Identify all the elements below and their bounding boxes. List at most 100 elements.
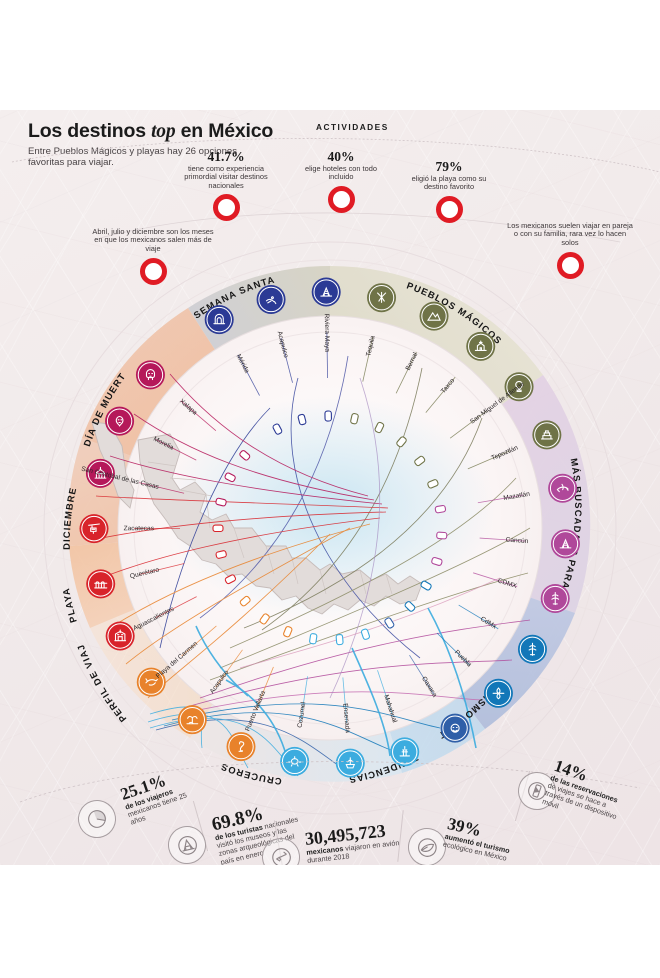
eco-icon	[404, 824, 450, 865]
stat-79: 79% eligió la playa como su destino favo…	[406, 160, 492, 223]
destination-node[interactable]: Riviera Maya	[311, 277, 341, 422]
transport-chip-icon	[259, 613, 270, 625]
transport-chip-icon	[360, 628, 370, 640]
transport-chip-icon	[224, 472, 236, 483]
cruise-routes	[195, 607, 477, 763]
transport-chip-icon	[239, 450, 251, 461]
destination-medallion[interactable]	[79, 514, 109, 544]
spoke-line	[409, 654, 435, 695]
pyramid-icon	[320, 286, 333, 297]
header-hairlines	[11, 138, 660, 243]
spoke-line	[237, 354, 260, 396]
red-dot-marker	[556, 252, 584, 280]
section-label-actividades: ACTIVIDADES	[316, 122, 389, 132]
aqueduct-icon	[94, 581, 108, 589]
pyramid-icon	[559, 538, 572, 549]
medallion-ring	[506, 374, 532, 400]
spoke-line	[155, 596, 197, 619]
transport-chip-icon	[215, 550, 227, 559]
destination-medallion[interactable]	[550, 529, 580, 559]
medallion-ring	[81, 515, 107, 542]
destination-medallion[interactable]	[105, 406, 135, 436]
destination-medallion[interactable]	[504, 372, 534, 402]
medallion-ring	[442, 715, 468, 741]
spoke-line	[139, 482, 185, 494]
destination-node[interactable]: Xalapa	[135, 360, 251, 461]
transport-chip-icon	[434, 504, 447, 514]
transport-chip-icon	[324, 410, 332, 422]
radial-chart: SEMANA SANTA PUEBLOS MÁGICOS MÁS BUSCADA…	[30, 228, 630, 828]
transport-chip-icon	[297, 413, 307, 426]
medallion-ring	[88, 571, 114, 597]
destination-node[interactable]: Bernal	[374, 301, 449, 434]
destination-medallion[interactable]	[135, 360, 165, 390]
destination-medallion[interactable]	[440, 713, 470, 743]
destination-medallion[interactable]	[311, 277, 341, 307]
medallion-ring	[485, 680, 512, 707]
transport-chip-icon	[212, 524, 224, 533]
diver-icon	[265, 296, 277, 305]
destination-medallion[interactable]	[105, 621, 135, 651]
medallion-ring	[281, 748, 308, 775]
destination-node[interactable]: Tequila	[350, 283, 397, 425]
temple-icon	[541, 430, 553, 440]
destination-label: Mazatlán	[503, 491, 531, 502]
destination-medallion[interactable]	[204, 305, 234, 335]
beach-icon	[186, 715, 199, 725]
transport-chip-icon	[272, 423, 283, 435]
spoke-line	[180, 400, 217, 431]
medallion-ring	[87, 460, 114, 487]
destination-medallion[interactable]	[532, 420, 562, 450]
turtle-icon	[288, 756, 302, 767]
destination-node[interactable]: Ensenada	[335, 633, 365, 778]
medallion-ring	[107, 623, 133, 649]
destination-medallion[interactable]	[86, 569, 116, 599]
fair-icon	[114, 629, 127, 642]
transport-chip-icon	[350, 413, 359, 425]
plane-icon	[260, 836, 302, 865]
peak-icon	[427, 311, 441, 321]
transport-chip-icon	[420, 580, 432, 591]
destination-node[interactable]: Taxco	[396, 331, 496, 448]
chart-icon	[72, 794, 122, 844]
destination-node[interactable]: Cancún	[436, 529, 580, 559]
pyramid-icon	[164, 822, 210, 865]
destination-label: Cancún	[505, 537, 528, 546]
cablecar-icon	[88, 523, 100, 534]
spoke-line	[473, 572, 518, 587]
destination-medallion[interactable]	[136, 667, 166, 697]
alebrije-icon	[450, 723, 460, 733]
destination-medallion[interactable]	[466, 331, 496, 361]
mobile-icon	[512, 766, 562, 816]
transport-chip-icon	[414, 455, 426, 467]
medallion-ring	[552, 531, 579, 557]
spoke-line	[139, 563, 185, 575]
medallion-ring	[137, 362, 164, 388]
transport-chip-icon	[374, 421, 385, 434]
spoke-line	[326, 332, 328, 379]
talavera-icon	[492, 687, 505, 700]
note-meses: Abril, julio y diciembre son los meses e…	[88, 227, 218, 286]
destination-medallion[interactable]	[280, 746, 310, 776]
medallion-ring	[542, 585, 568, 612]
sailfish-icon	[556, 483, 569, 493]
medallion-ring	[534, 422, 560, 448]
transport-chip-icon	[215, 497, 227, 507]
destination-label: Cozumel	[297, 701, 308, 728]
cathedral-icon	[94, 466, 107, 479]
destination-node[interactable]: Mazatlán	[434, 473, 578, 514]
destination-medallion[interactable]	[419, 301, 449, 331]
medallion-ring	[228, 733, 254, 760]
destination-node[interactable]: Zacatecas	[79, 514, 224, 544]
red-dot-marker	[139, 258, 167, 286]
page-header: Los destinos top en México Entre Pueblos…	[28, 120, 273, 169]
spoke-line	[479, 537, 526, 542]
destination-node[interactable]: Cozumel	[280, 633, 318, 776]
spoke-line	[395, 351, 417, 394]
medallion-ring	[337, 750, 363, 776]
transport-chip-icon	[335, 633, 344, 646]
red-dot-marker	[435, 195, 463, 223]
seahorse-icon	[238, 741, 245, 752]
note-pareja: Los mexicanos suelen viajar en pareja o …	[505, 221, 635, 280]
